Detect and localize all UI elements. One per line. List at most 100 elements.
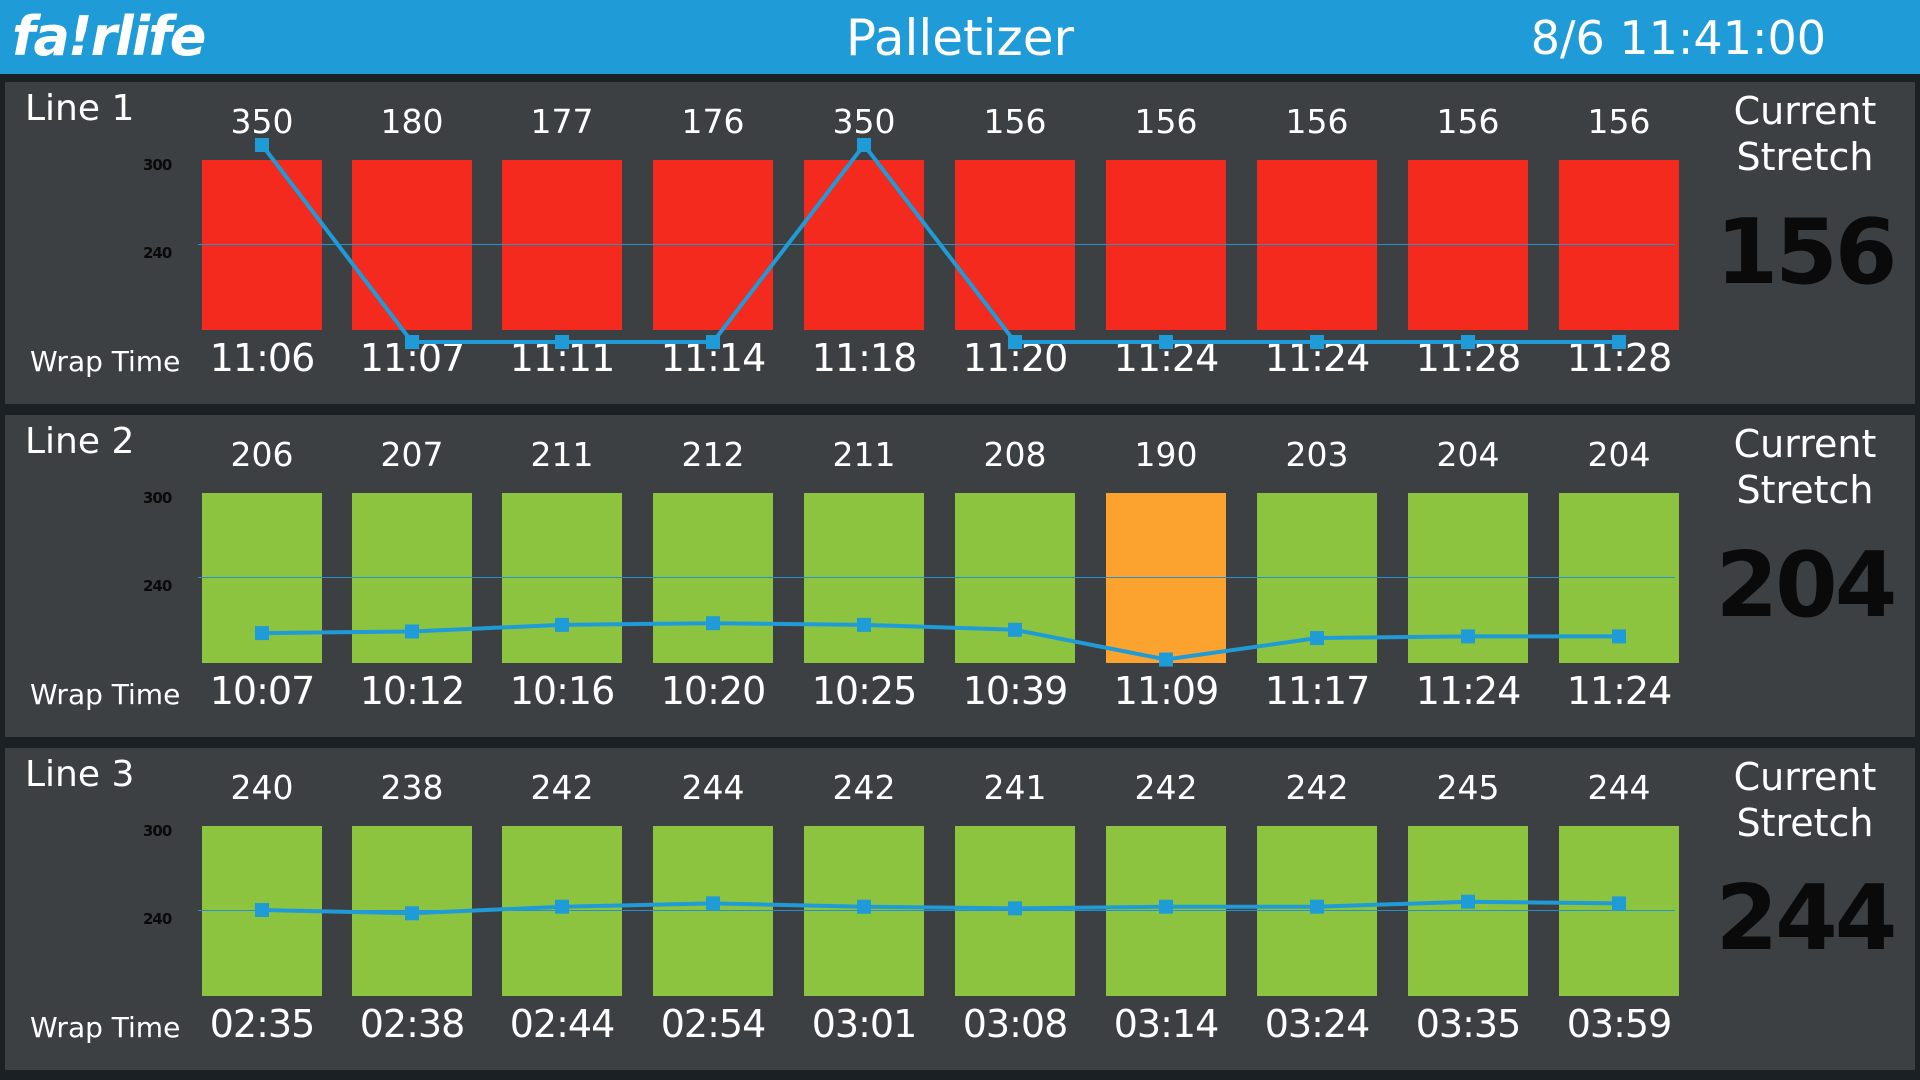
- wrap-time-value: 11:06: [209, 336, 316, 380]
- trend-point: [706, 896, 720, 911]
- trend-line: [261, 899, 1620, 916]
- stretch-bar: [352, 160, 472, 330]
- wrap-time-value: 02:44: [509, 1002, 616, 1046]
- axis-upper-label: 300: [143, 489, 172, 507]
- stretch-value-label: 156: [983, 102, 1047, 141]
- stretch-trend-chart: [255, 894, 1626, 921]
- stretch-value-label: 238: [380, 768, 444, 807]
- stretch-bar: [804, 493, 924, 663]
- stretch-value-label: 241: [983, 768, 1047, 807]
- reference-line-240: [198, 577, 1675, 578]
- current-stretch-value: 244: [1715, 866, 1898, 971]
- wrap-time-value: 10:16: [509, 669, 616, 713]
- stretch-value-label: 211: [832, 435, 896, 474]
- stretch-bar: [202, 160, 322, 330]
- current-stretch-value: 156: [1715, 200, 1898, 305]
- trend-point: [1159, 652, 1173, 667]
- stretch-bar: [1257, 160, 1377, 330]
- trend-point: [1310, 631, 1324, 646]
- trend-point: [555, 899, 569, 914]
- wrap-time-value: 11:24: [1415, 669, 1522, 713]
- trend-point: [555, 335, 569, 349]
- trend-point: [555, 617, 569, 632]
- wrap-time-label: Wrap Time: [30, 678, 181, 711]
- reference-line-240: [198, 910, 1675, 911]
- stretch-bar: [502, 160, 622, 330]
- line-label: Line 2: [25, 421, 135, 462]
- stretch-value-label: 242: [832, 768, 896, 807]
- fairlife-logo: fa!rlife: [12, 5, 206, 68]
- stretch-bar: [653, 160, 773, 330]
- stretch-bar: [955, 160, 1075, 330]
- axis-upper-label: 300: [143, 156, 172, 174]
- trend-point: [1008, 622, 1022, 637]
- stretch-value-label: 242: [1285, 768, 1349, 807]
- trend-point: [255, 138, 269, 152]
- stretch-bar: [1106, 160, 1226, 330]
- wrap-time-value: 11:24: [1566, 669, 1673, 713]
- trend-point: [405, 624, 419, 639]
- stretch-value-label: 180: [380, 102, 444, 141]
- stretch-value-label: 242: [1134, 768, 1198, 807]
- header-bar: fa!rlife Palletizer 8/6 11:41:00: [0, 0, 1920, 74]
- trend-point: [857, 138, 871, 152]
- trend-point: [1008, 901, 1022, 916]
- current-stretch-title: Current Stretch: [1733, 755, 1877, 845]
- trend-point: [1612, 629, 1626, 644]
- stretch-value-label: 245: [1436, 768, 1500, 807]
- stretch-value-label: 242: [530, 768, 594, 807]
- trend-point: [1159, 335, 1173, 349]
- wrap-time-value: 11:17: [1264, 669, 1371, 713]
- stretch-bar: [804, 160, 924, 330]
- wrap-time-label: Wrap Time: [30, 1011, 181, 1044]
- stretch-bar: [1559, 160, 1679, 330]
- stretch-trend-chart: [255, 616, 1626, 667]
- line-label: Line 1: [25, 88, 135, 129]
- line-panel-2: Line 2 Wrap Time 300 240 206 10:07 207 10:12 211…: [5, 415, 1915, 737]
- trend-point: [1461, 335, 1475, 349]
- wrap-time-value: 02:38: [359, 1002, 466, 1046]
- trend-point: [1310, 899, 1324, 914]
- stretch-trend-chart: [255, 138, 1626, 349]
- trend-point: [255, 903, 269, 917]
- wrap-time-value: 03:14: [1113, 1002, 1220, 1046]
- axis-lower-label: 240: [143, 577, 172, 595]
- stretch-bar: [653, 493, 773, 663]
- stretch-value-label: 204: [1587, 435, 1651, 474]
- wrap-time-value: 10:07: [209, 669, 316, 713]
- trend-point: [1310, 335, 1324, 349]
- line-panel-3: Line 3 Wrap Time 300 240 240 02:35 238 02:38 242…: [5, 748, 1915, 1070]
- stretch-value-label: 350: [832, 102, 896, 141]
- current-stretch-value: 204: [1715, 533, 1898, 638]
- datetime-display: 8/6 11:41:00: [1530, 11, 1826, 65]
- wrap-time-value: 10:39: [962, 669, 1069, 713]
- stretch-bar: [1408, 160, 1528, 330]
- trend-point: [255, 626, 269, 641]
- stretch-value-label: 211: [530, 435, 594, 474]
- trend-point: [1612, 335, 1626, 349]
- wrap-time-label: Wrap Time: [30, 345, 181, 378]
- stretch-value-label: 156: [1134, 102, 1198, 141]
- stretch-value-label: 208: [983, 435, 1047, 474]
- wrap-time-value: 11:18: [811, 336, 918, 380]
- trend-point: [1008, 335, 1022, 349]
- reference-line-240: [198, 244, 1675, 245]
- stretch-bar: [502, 493, 622, 663]
- stretch-value-label: 206: [230, 435, 294, 474]
- trend-point: [405, 906, 419, 921]
- trend-point: [857, 617, 871, 632]
- stretch-value-label: 244: [681, 768, 745, 807]
- wrap-time-value: 03:59: [1566, 1002, 1673, 1046]
- wrap-time-value: 03:08: [962, 1002, 1069, 1046]
- stretch-bar: [1559, 826, 1679, 996]
- stretch-value-label: 190: [1134, 435, 1198, 474]
- stretch-value-label: 203: [1285, 435, 1349, 474]
- trend-point: [1612, 896, 1626, 911]
- stretch-bar: [1408, 826, 1528, 996]
- wrap-time-value: 10:20: [660, 669, 767, 713]
- wrap-time-value: 02:35: [209, 1002, 316, 1046]
- axis-lower-label: 240: [143, 910, 172, 928]
- line-label: Line 3: [25, 754, 135, 795]
- axis-upper-label: 300: [143, 822, 172, 840]
- stretch-value-label: 207: [380, 435, 444, 474]
